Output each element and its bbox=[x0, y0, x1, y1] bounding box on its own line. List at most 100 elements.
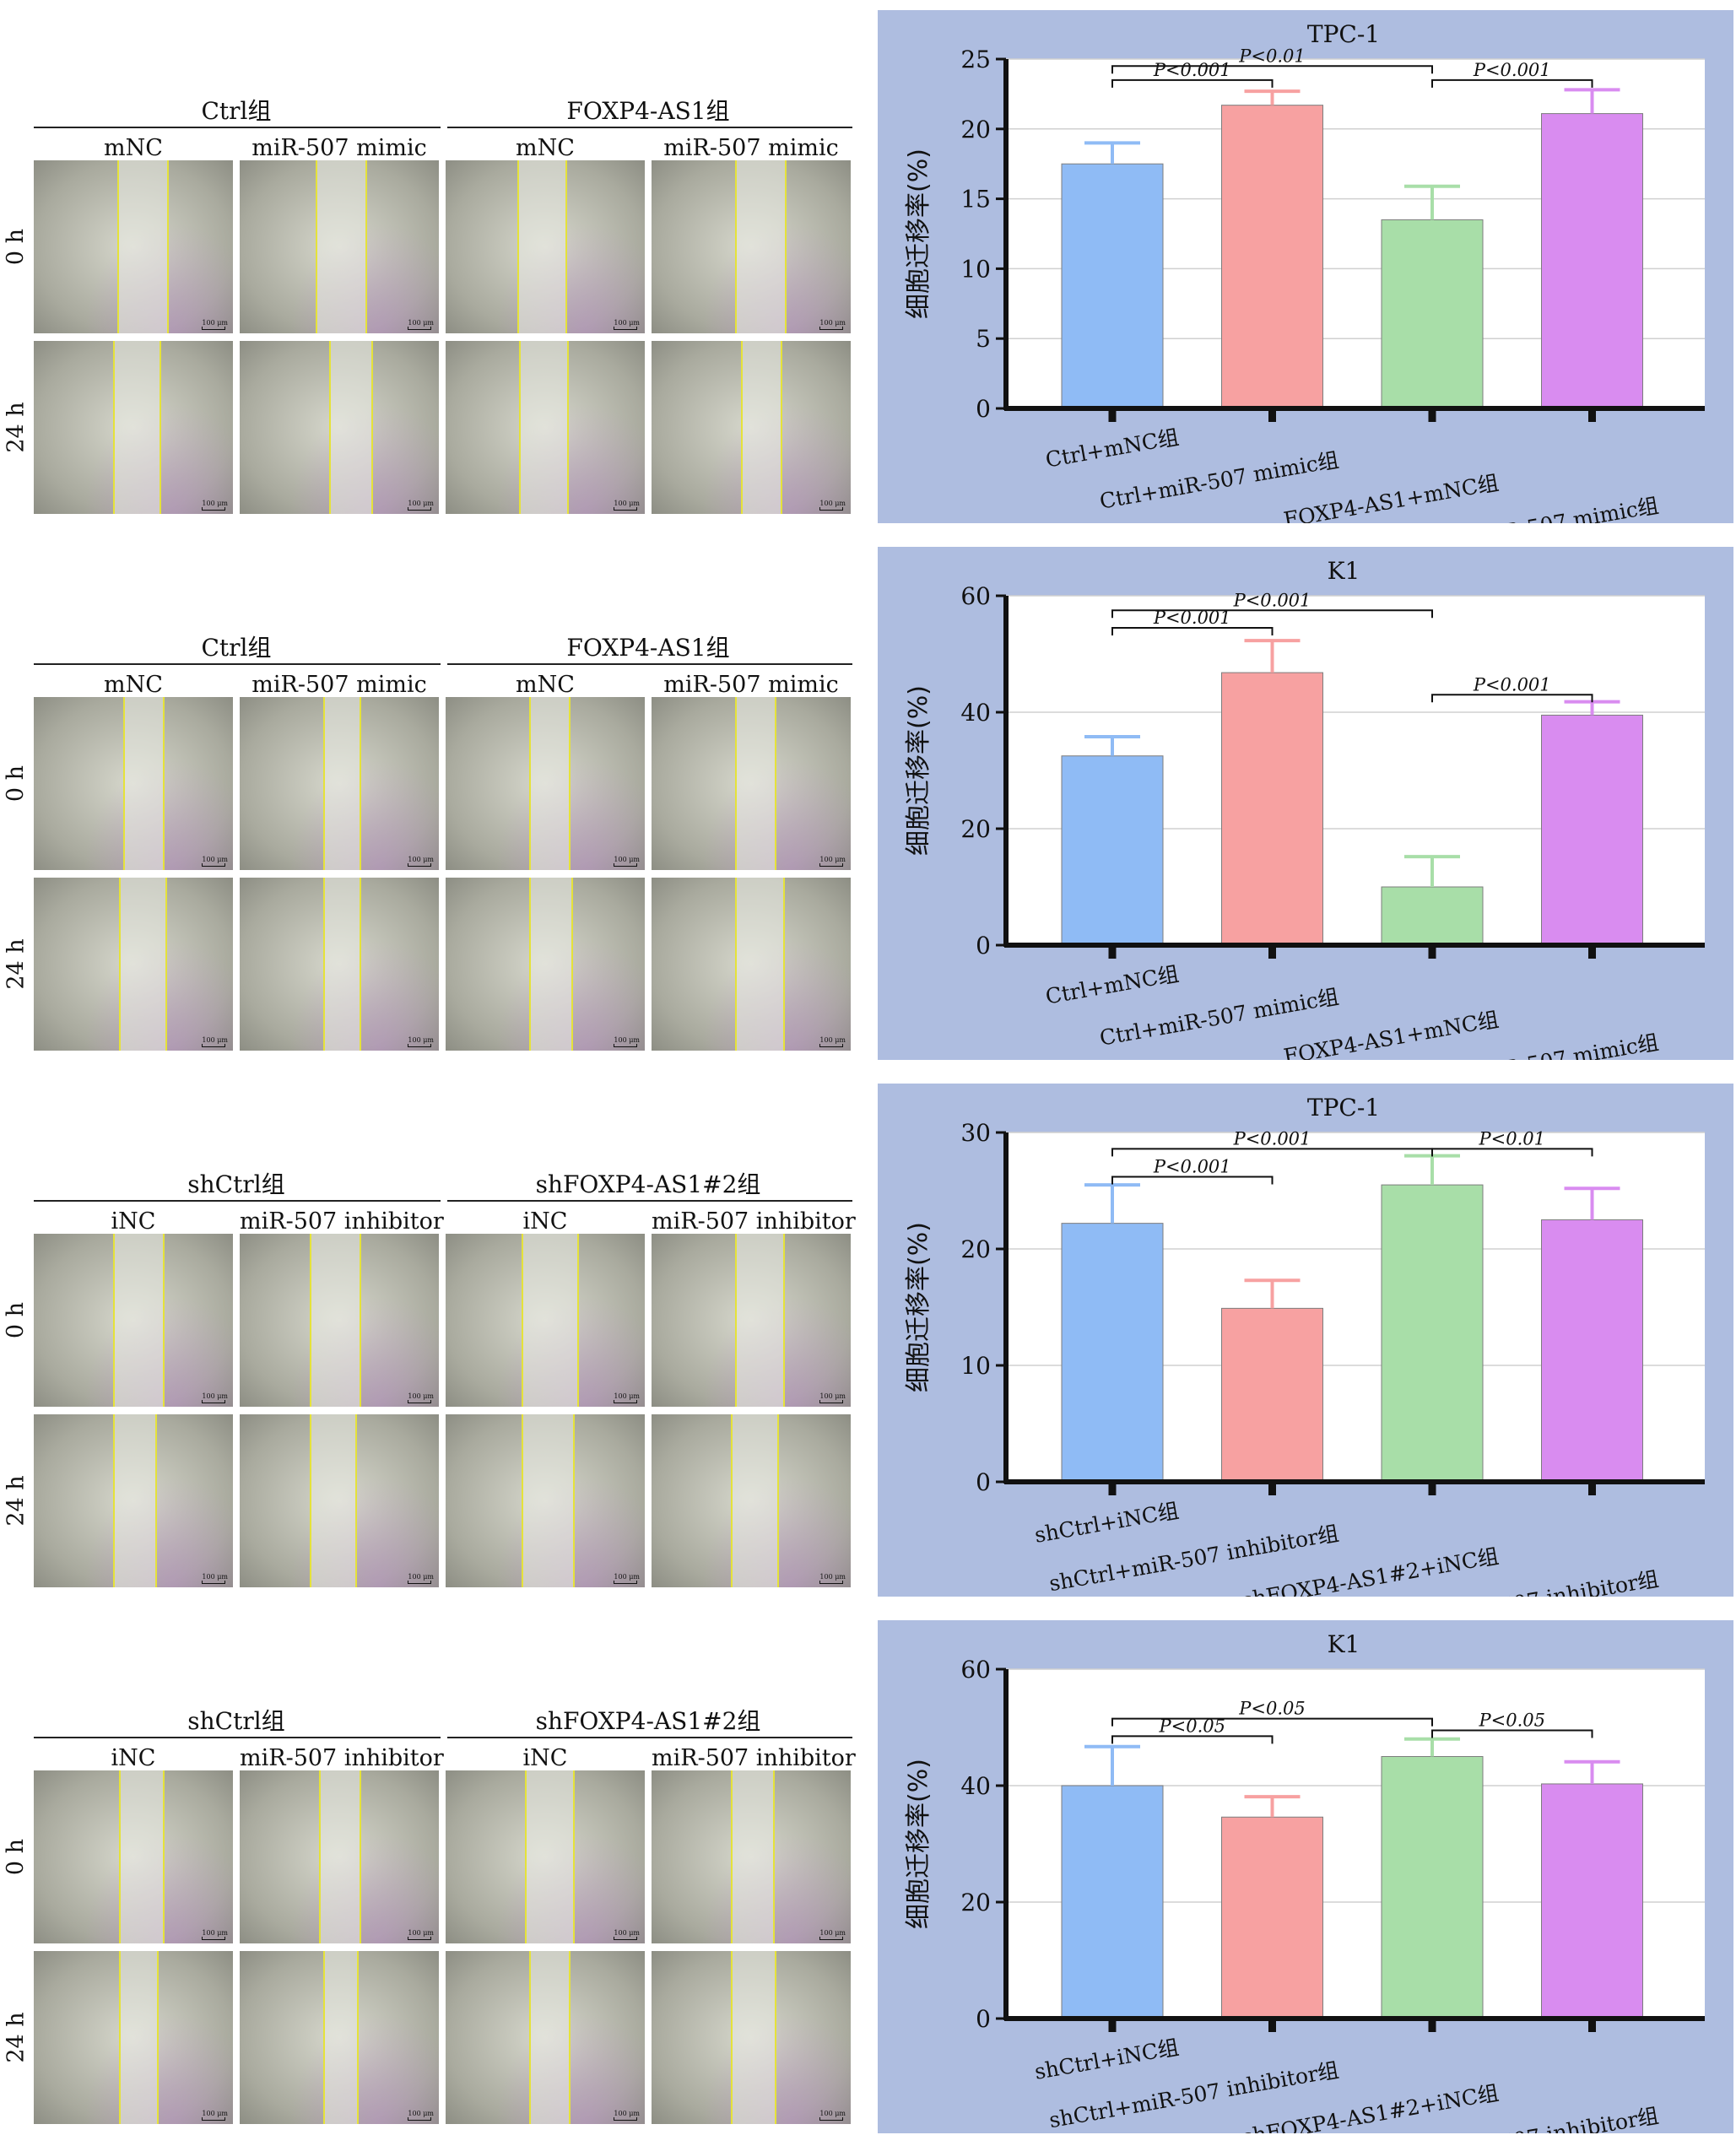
wound-edge-line bbox=[735, 1234, 738, 1407]
wound-gap bbox=[117, 160, 168, 333]
wound-edge-line bbox=[573, 1414, 576, 1587]
scale-bar-label: 100 μm bbox=[614, 319, 640, 327]
wound-gap bbox=[516, 160, 565, 333]
wound-edge-line bbox=[775, 1951, 777, 2124]
time-label-text: 0 h bbox=[3, 765, 30, 803]
wound-edge-line bbox=[354, 1414, 357, 1587]
wound-edge-line bbox=[365, 160, 367, 333]
significance-bracket bbox=[1111, 626, 1274, 635]
wound-gap bbox=[735, 697, 776, 870]
scratch-wound-micrograph: 100 μm bbox=[34, 341, 233, 514]
bar bbox=[1541, 714, 1643, 946]
wound-edge-line bbox=[735, 697, 738, 870]
wound-edge-line bbox=[154, 1414, 157, 1587]
scale-bar: 100 μm bbox=[819, 500, 846, 511]
condition-label: iNC bbox=[522, 1208, 568, 1235]
bar-chart-panel: K1 0 20 40 60 P<0.05 P<0.05 P<0.05 shCtrl+iNC组 sh… bbox=[878, 1620, 1733, 2133]
y-tick-label: 20 bbox=[960, 1889, 991, 1916]
wound-gap bbox=[735, 160, 786, 333]
condition-label: miR-507 inhibitor bbox=[240, 1208, 444, 1235]
wound-edge-line bbox=[529, 1951, 532, 2124]
bar-chart: K10204060P<0.001P<0.001P<0.001Ctrl+mNC组C… bbox=[904, 557, 1705, 1060]
scratch-wound-micrograph: 100 μm bbox=[652, 160, 851, 333]
wound-edge-line bbox=[167, 160, 170, 333]
condition-label: mNC bbox=[516, 672, 575, 698]
wound-edge-line bbox=[521, 1234, 523, 1407]
wound-edge-line bbox=[731, 1770, 733, 1943]
figure-row-k1-mimic: Ctrl组 FOXP4-AS1组 mNC miR-507 mimic mNC miR-50… bbox=[0, 547, 1736, 1062]
scratch-wound-micrograph: 100 μm bbox=[652, 1414, 851, 1587]
y-tick-label: 30 bbox=[960, 1119, 991, 1147]
scale-bar-label: 100 μm bbox=[408, 1036, 434, 1044]
wound-edge-line bbox=[117, 160, 120, 333]
condition-label: miR-507 mimic bbox=[251, 672, 427, 698]
y-tick-label: 10 bbox=[960, 255, 991, 283]
scale-bar-line bbox=[202, 1581, 226, 1584]
micrograph-panel: shCtrl组 shFOXP4-AS1#2组 iNC miR-507 inhibito… bbox=[0, 1084, 861, 1598]
scale-bar: 100 μm bbox=[408, 1392, 434, 1403]
time-label: 24 h bbox=[2, 341, 30, 514]
scale-bar-line bbox=[614, 327, 638, 330]
bar bbox=[1061, 163, 1164, 409]
bar bbox=[1221, 672, 1323, 946]
scale-bar-line bbox=[819, 1400, 844, 1403]
scale-bar: 100 μm bbox=[408, 319, 434, 330]
scale-bar: 100 μm bbox=[614, 500, 640, 511]
wound-gap bbox=[119, 1770, 164, 1943]
wound-gap bbox=[731, 1951, 776, 2124]
scale-bar-line bbox=[408, 1937, 432, 1940]
scratch-wound-micrograph: 100 μm bbox=[34, 878, 233, 1051]
scale-bar-label: 100 μm bbox=[614, 856, 640, 863]
p-value-label: P<0.001 bbox=[1233, 590, 1311, 610]
wound-edge-line bbox=[525, 1770, 527, 1943]
scratch-wound-micrograph: 100 μm bbox=[240, 341, 439, 514]
bar bbox=[1221, 1816, 1323, 2019]
wound-edge-line bbox=[516, 160, 519, 333]
y-tick-label: 25 bbox=[960, 46, 991, 73]
scale-bar-line bbox=[202, 507, 226, 511]
scale-bar-label: 100 μm bbox=[202, 856, 228, 863]
scratch-wound-micrograph: 100 μm bbox=[446, 341, 645, 514]
group-divider bbox=[447, 1737, 852, 1738]
scratch-wound-micrograph: 100 μm bbox=[240, 1414, 439, 1587]
scale-bar-label: 100 μm bbox=[614, 1392, 640, 1400]
condition-label: miR-507 mimic bbox=[251, 135, 427, 161]
wound-edge-line bbox=[163, 697, 165, 870]
scale-bar-line bbox=[202, 327, 226, 330]
scratch-wound-micrograph: 100 μm bbox=[446, 1414, 645, 1587]
p-value-label: P<0.001 bbox=[1153, 60, 1231, 80]
scale-bar-label: 100 μm bbox=[408, 319, 434, 327]
wound-gap bbox=[309, 1414, 355, 1587]
wound-edge-line bbox=[731, 1414, 733, 1587]
scale-bar: 100 μm bbox=[202, 1036, 228, 1047]
scale-bar-label: 100 μm bbox=[202, 319, 228, 327]
figure-row-tpc1-inhibitor: shCtrl组 shFOXP4-AS1#2组 iNC miR-507 inhibito… bbox=[0, 1084, 1736, 1598]
scale-bar: 100 μm bbox=[202, 1573, 228, 1584]
scratch-wound-micrograph: 100 μm bbox=[34, 1414, 233, 1587]
group-divider bbox=[447, 1200, 852, 1202]
scale-bar: 100 μm bbox=[819, 1392, 846, 1403]
category-label: Ctrl+mNC组 bbox=[1044, 424, 1181, 472]
significance-bracket bbox=[1111, 65, 1433, 74]
y-tick-label: 0 bbox=[976, 2005, 991, 2033]
wound-gap bbox=[731, 1414, 777, 1587]
scale-bar: 100 μm bbox=[614, 1036, 640, 1047]
wound-edge-line bbox=[569, 697, 571, 870]
scale-bar-label: 100 μm bbox=[614, 2110, 640, 2117]
scale-bar: 100 μm bbox=[614, 319, 640, 330]
scale-bar: 100 μm bbox=[408, 2110, 434, 2121]
wound-gap bbox=[731, 1770, 773, 1943]
wound-gap bbox=[119, 878, 165, 1051]
scale-bar-line bbox=[408, 2117, 432, 2121]
scale-bar-line bbox=[819, 1937, 844, 1940]
scale-bar-line bbox=[819, 2117, 844, 2121]
condition-label: miR-507 inhibitor bbox=[652, 1745, 856, 1771]
wound-gap bbox=[113, 1414, 155, 1587]
wound-edge-line bbox=[159, 341, 161, 514]
wound-edge-line bbox=[119, 1770, 122, 1943]
wound-edge-line bbox=[319, 1770, 322, 1943]
wound-edge-line bbox=[157, 1951, 160, 2124]
time-label-text: 24 h bbox=[3, 938, 30, 990]
wound-edge-line bbox=[113, 1234, 116, 1407]
wound-gap bbox=[123, 697, 164, 870]
